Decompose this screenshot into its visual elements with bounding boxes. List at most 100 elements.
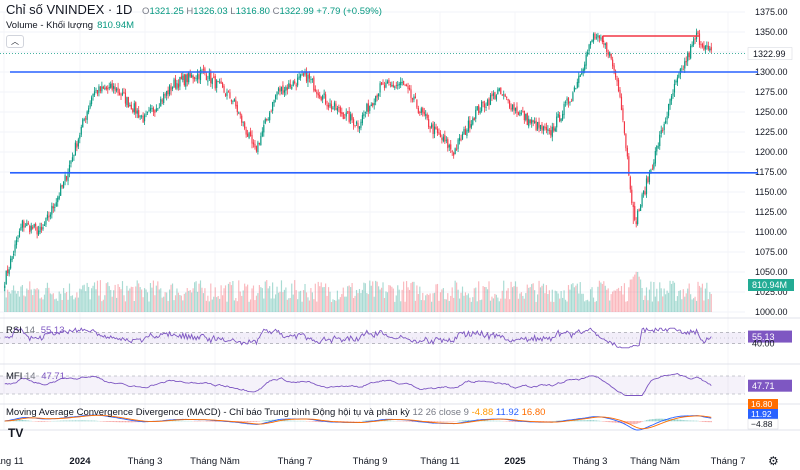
macd-histogram-bar <box>386 420 389 422</box>
volume-bar <box>316 301 318 312</box>
volume-bar <box>363 282 365 312</box>
macd-histogram-bar <box>263 420 265 422</box>
candle-body <box>266 119 268 121</box>
macd-histogram-bar <box>647 419 649 422</box>
volume-bar <box>233 300 235 312</box>
symbol-title[interactable]: Chỉ số VNINDEX · 1D <box>6 2 133 17</box>
macd-histogram-bar <box>65 420 68 422</box>
macd-histogram-bar <box>257 421 259 422</box>
volume-bar <box>277 292 280 312</box>
macd-histogram-bar <box>173 420 175 422</box>
macd-histogram-bar <box>407 421 409 422</box>
macd-histogram-bar <box>239 421 241 422</box>
volume-bar <box>570 284 573 312</box>
volume-bar <box>420 300 422 312</box>
candle-body <box>542 126 545 131</box>
volume-bar <box>221 295 224 312</box>
volume-bar <box>685 293 687 312</box>
macd-histogram-bar <box>242 421 244 422</box>
candle-body <box>4 285 6 288</box>
volume-bar <box>89 299 91 312</box>
volume-bar <box>88 286 90 312</box>
volume-bar <box>214 287 216 312</box>
volume-bar <box>54 299 56 312</box>
volume-bar <box>669 280 671 312</box>
volume-bar <box>14 290 16 312</box>
volume-bar <box>575 285 577 312</box>
macd-histogram-bar <box>695 420 698 422</box>
macd-histogram-bar <box>654 418 656 422</box>
candle-body <box>208 72 210 80</box>
volume-bar <box>519 293 521 312</box>
volume-bar <box>204 288 206 312</box>
candle-body <box>541 124 543 131</box>
candle-body <box>348 111 350 122</box>
price-tick-label: 1150.00 <box>755 187 787 197</box>
candle-body <box>494 92 496 99</box>
macd-histogram-bar <box>494 420 496 422</box>
volume-bar <box>74 297 76 312</box>
volume-bar <box>383 297 386 312</box>
macd-value-badge-label: 16.80 <box>751 399 773 409</box>
volume-bar <box>49 293 51 312</box>
volume-bar <box>8 291 10 312</box>
macd-histogram-bar <box>282 420 284 422</box>
volume-bar <box>637 271 639 312</box>
volume-bar <box>687 288 689 312</box>
volume-bar <box>650 281 652 312</box>
candle-body <box>476 106 478 110</box>
macd-histogram-bar <box>24 420 26 422</box>
volume-bar <box>656 288 658 312</box>
volume-bar <box>628 287 630 312</box>
macd-legend[interactable]: Moving Average Convergence Divergence (M… <box>6 407 545 418</box>
volume-bar <box>43 294 46 312</box>
macd-histogram-bar <box>631 421 633 425</box>
chart-header: Chỉ số VNINDEX · 1D O1321.25 H1326.03 L1… <box>6 2 382 17</box>
candle-body <box>676 77 678 83</box>
collapse-legend-button[interactable]: ︿ <box>6 35 24 48</box>
candle-body <box>563 103 565 116</box>
candle-body <box>338 107 340 108</box>
macd-histogram-bar <box>338 421 340 422</box>
volume-bar <box>433 292 436 312</box>
volume-legend[interactable]: Volume - Khối lượng 810.94M <box>6 20 134 31</box>
candle-body <box>195 78 197 80</box>
mfi-legend[interactable]: MFI 14 47.71 <box>6 371 65 382</box>
rsi-legend[interactable]: RSI 14 55.13 <box>6 325 64 336</box>
gear-icon[interactable]: ⚙ <box>768 454 779 468</box>
volume-bar <box>42 299 44 312</box>
volume-bar <box>304 283 306 312</box>
volume-bar <box>380 287 383 312</box>
candle-body <box>559 115 561 122</box>
volume-bar <box>489 300 492 312</box>
macd-histogram-bar <box>598 420 600 422</box>
volume-bar <box>15 293 18 312</box>
volume-bar <box>179 295 181 312</box>
macd-histogram-bar <box>219 421 221 422</box>
volume-bar <box>120 289 122 312</box>
volume-bar <box>216 297 218 312</box>
volume-bar <box>63 288 65 312</box>
candle-body <box>637 210 639 225</box>
macd-histogram-bar <box>637 421 639 424</box>
macd-histogram-bar <box>578 420 580 422</box>
candle-body <box>15 239 18 246</box>
macd-histogram-bar <box>700 421 702 422</box>
volume-bar <box>651 301 653 312</box>
macd-histogram-bar <box>132 421 134 423</box>
volume-bar <box>541 285 543 312</box>
mfi-value-badge <box>748 379 792 392</box>
candle-body <box>335 103 337 110</box>
volume-bar <box>350 287 352 312</box>
volume-bar <box>463 295 465 312</box>
volume-bar <box>613 290 615 312</box>
volume-bar <box>679 290 681 312</box>
macd-histogram-bar <box>595 420 598 422</box>
volume-bar <box>551 289 553 312</box>
macd-histogram-bar <box>23 420 25 422</box>
candle-body <box>344 117 346 119</box>
volume-bar <box>236 301 238 312</box>
volume-bar <box>249 299 252 312</box>
